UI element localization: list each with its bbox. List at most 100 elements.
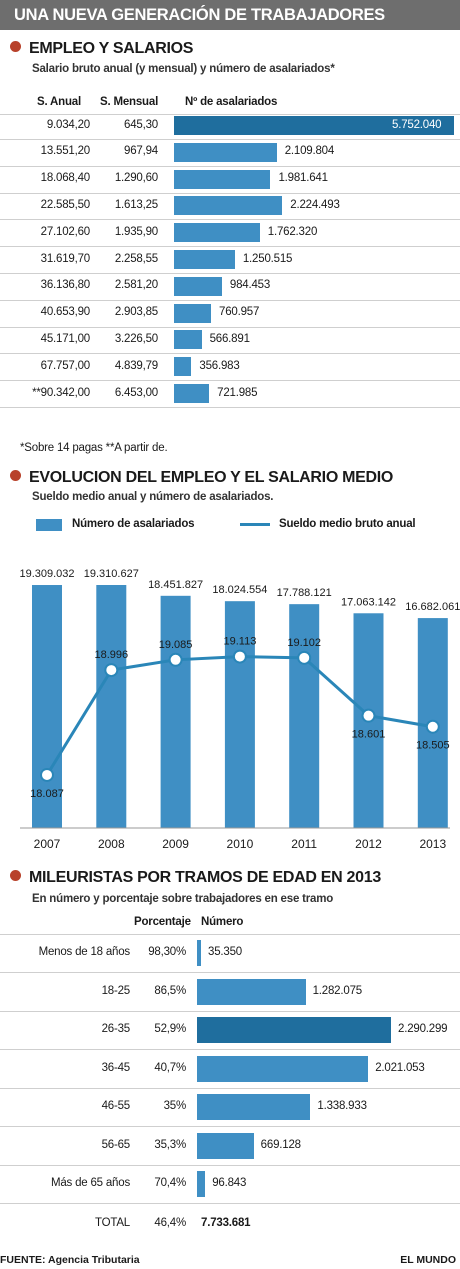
footer-source: FUENTE: Agencia Tributaria (0, 1254, 140, 1266)
section3-subtitle: En número y porcentaje sobre trabajadore… (32, 893, 334, 905)
evolution-bar (224, 601, 255, 828)
evolution-point-label: 18.996 (94, 649, 128, 661)
evolution-bar (96, 585, 127, 828)
col-header-num: Número (201, 916, 244, 928)
evolution-bar-label: 17.063.142 (341, 596, 396, 608)
age-group-label: Menos de 18 años (38, 946, 131, 958)
row-divider (0, 1203, 460, 1204)
salary-bar (174, 303, 212, 323)
age-group-pct: 52,9% (154, 1023, 186, 1035)
salary-bar (174, 196, 283, 216)
salary-bar-label: 984.453 (229, 279, 271, 292)
salary-mensual: 2.903,85 (114, 306, 158, 319)
salary-bar-label: 1.981.641 (278, 172, 328, 185)
salary-mensual: 4.839,79 (114, 359, 158, 372)
section2-subtitle: Sueldo medio anual y número de asalariad… (32, 491, 274, 503)
salary-bar-label: 2.224.493 (290, 198, 340, 211)
salary-anual: 67.757,00 (40, 359, 91, 372)
row-divider (0, 165, 460, 167)
evolution-point (232, 649, 247, 664)
row-divider (0, 380, 460, 382)
row-divider (0, 299, 460, 301)
age-group-label: 46-55 (101, 1100, 131, 1112)
age-group-bar-label: 1.282.075 (312, 984, 363, 997)
row-divider (0, 407, 460, 408)
salary-bar (174, 250, 235, 269)
evolution-point-label: 18.601 (352, 729, 386, 741)
row-divider (0, 192, 460, 194)
table-divider (0, 114, 460, 115)
age-group-label: 56-65 (101, 1138, 131, 1151)
evolution-chart: 19.309.032 2007 19.310.627 2008 18.451.827 20… (19, 568, 460, 851)
salary-bar (174, 223, 260, 243)
evolution-point-label: 19.102 (287, 637, 321, 649)
salary-mensual: 1.613,25 (114, 198, 158, 211)
row-divider (0, 219, 460, 221)
salary-bar-label: 1.762.320 (267, 225, 318, 238)
age-group-label: 18-25 (101, 984, 131, 997)
salary-bar (174, 142, 277, 162)
col-header-asalariados: Nº de asalariados (185, 96, 278, 108)
evolution-bar-label: 16.682.061 (405, 601, 460, 613)
salary-bar (174, 116, 454, 135)
row-divider (0, 273, 460, 274)
salary-mensual: 1.935,90 (114, 225, 158, 238)
legend-line-label: Sueldo medio bruto anual (279, 518, 416, 530)
salary-bar-label: 721.985 (217, 386, 258, 399)
age-group-bar (197, 1017, 391, 1043)
age-group-bar-label: 669.128 (260, 1138, 301, 1151)
evolution-point (40, 767, 54, 782)
salary-anual: 27.102,60 (40, 225, 91, 238)
evolution-bar-label: 17.788.121 (277, 587, 332, 599)
bullet-dot-icon (10, 870, 21, 881)
age-group-bar (197, 1055, 369, 1082)
evolution-point-label: 19.085 (159, 639, 193, 651)
row-divider (0, 1087, 460, 1089)
evolution-bar-label: 19.310.627 (84, 568, 139, 580)
section1-subtitle: Salario bruto anual (y mensual) y número… (32, 63, 335, 75)
total-pct: 46,4% (154, 1217, 186, 1229)
col-header-pct: Porcentaje (134, 916, 191, 928)
evolution-point-label: 18.505 (416, 740, 450, 752)
evolution-bar (289, 604, 320, 828)
legend-bar-swatch (36, 519, 62, 531)
evolution-point (104, 663, 119, 678)
salary-anual: 22.585,50 (40, 198, 91, 211)
age-group-pct: 70,4% (154, 1177, 186, 1189)
salary-bar-label: 566.891 (209, 332, 250, 345)
salary-anual: 9.034,20 (46, 118, 90, 131)
salary-bar-label: 356.983 (199, 359, 240, 372)
age-group-pct: 35,3% (154, 1138, 186, 1151)
col-header-anual: S. Anual (37, 96, 81, 108)
age-group-bar-label: 2.021.053 (375, 1061, 425, 1074)
row-divider (0, 1126, 460, 1127)
salary-mensual: 6.453,00 (114, 386, 158, 399)
age-group-bar (197, 1094, 311, 1120)
salary-mensual: 645,30 (124, 118, 158, 131)
age-group-bar (197, 978, 306, 1005)
age-group-label: Más de 65 años (50, 1177, 130, 1189)
salary-mensual: 967,94 (124, 145, 158, 158)
col-header-mensual: S. Mensual (100, 96, 159, 108)
table-divider (0, 934, 460, 935)
salary-mensual: 2.258,55 (114, 252, 158, 265)
footer-brand: EL MUNDO (400, 1254, 456, 1266)
evolution-bar-label: 18.451.827 (148, 579, 203, 591)
evolution-point (297, 650, 312, 665)
salary-bar (174, 357, 192, 377)
bullet-dot-icon (10, 470, 21, 481)
evolution-bar (160, 595, 191, 828)
section1-note: *Sobre 14 pagas **A partir de. (20, 442, 168, 454)
legend-bars-label: Número de asalariados (72, 518, 195, 530)
age-group-pct: 35% (163, 1100, 187, 1112)
age-group-bar (197, 1171, 206, 1197)
salary-bar-label: 760.957 (219, 306, 260, 319)
evolution-year-label: 2011 (291, 837, 317, 851)
bullet-dot-icon (10, 41, 21, 52)
evolution-point (425, 719, 440, 734)
evolution-year-label: 2013 (419, 837, 446, 851)
age-group-label: 26-35 (101, 1023, 131, 1035)
salary-anual: 18.068,40 (40, 172, 91, 185)
evolution-point-label: 19.113 (223, 636, 256, 648)
evolution-point-label: 18.087 (30, 788, 64, 800)
